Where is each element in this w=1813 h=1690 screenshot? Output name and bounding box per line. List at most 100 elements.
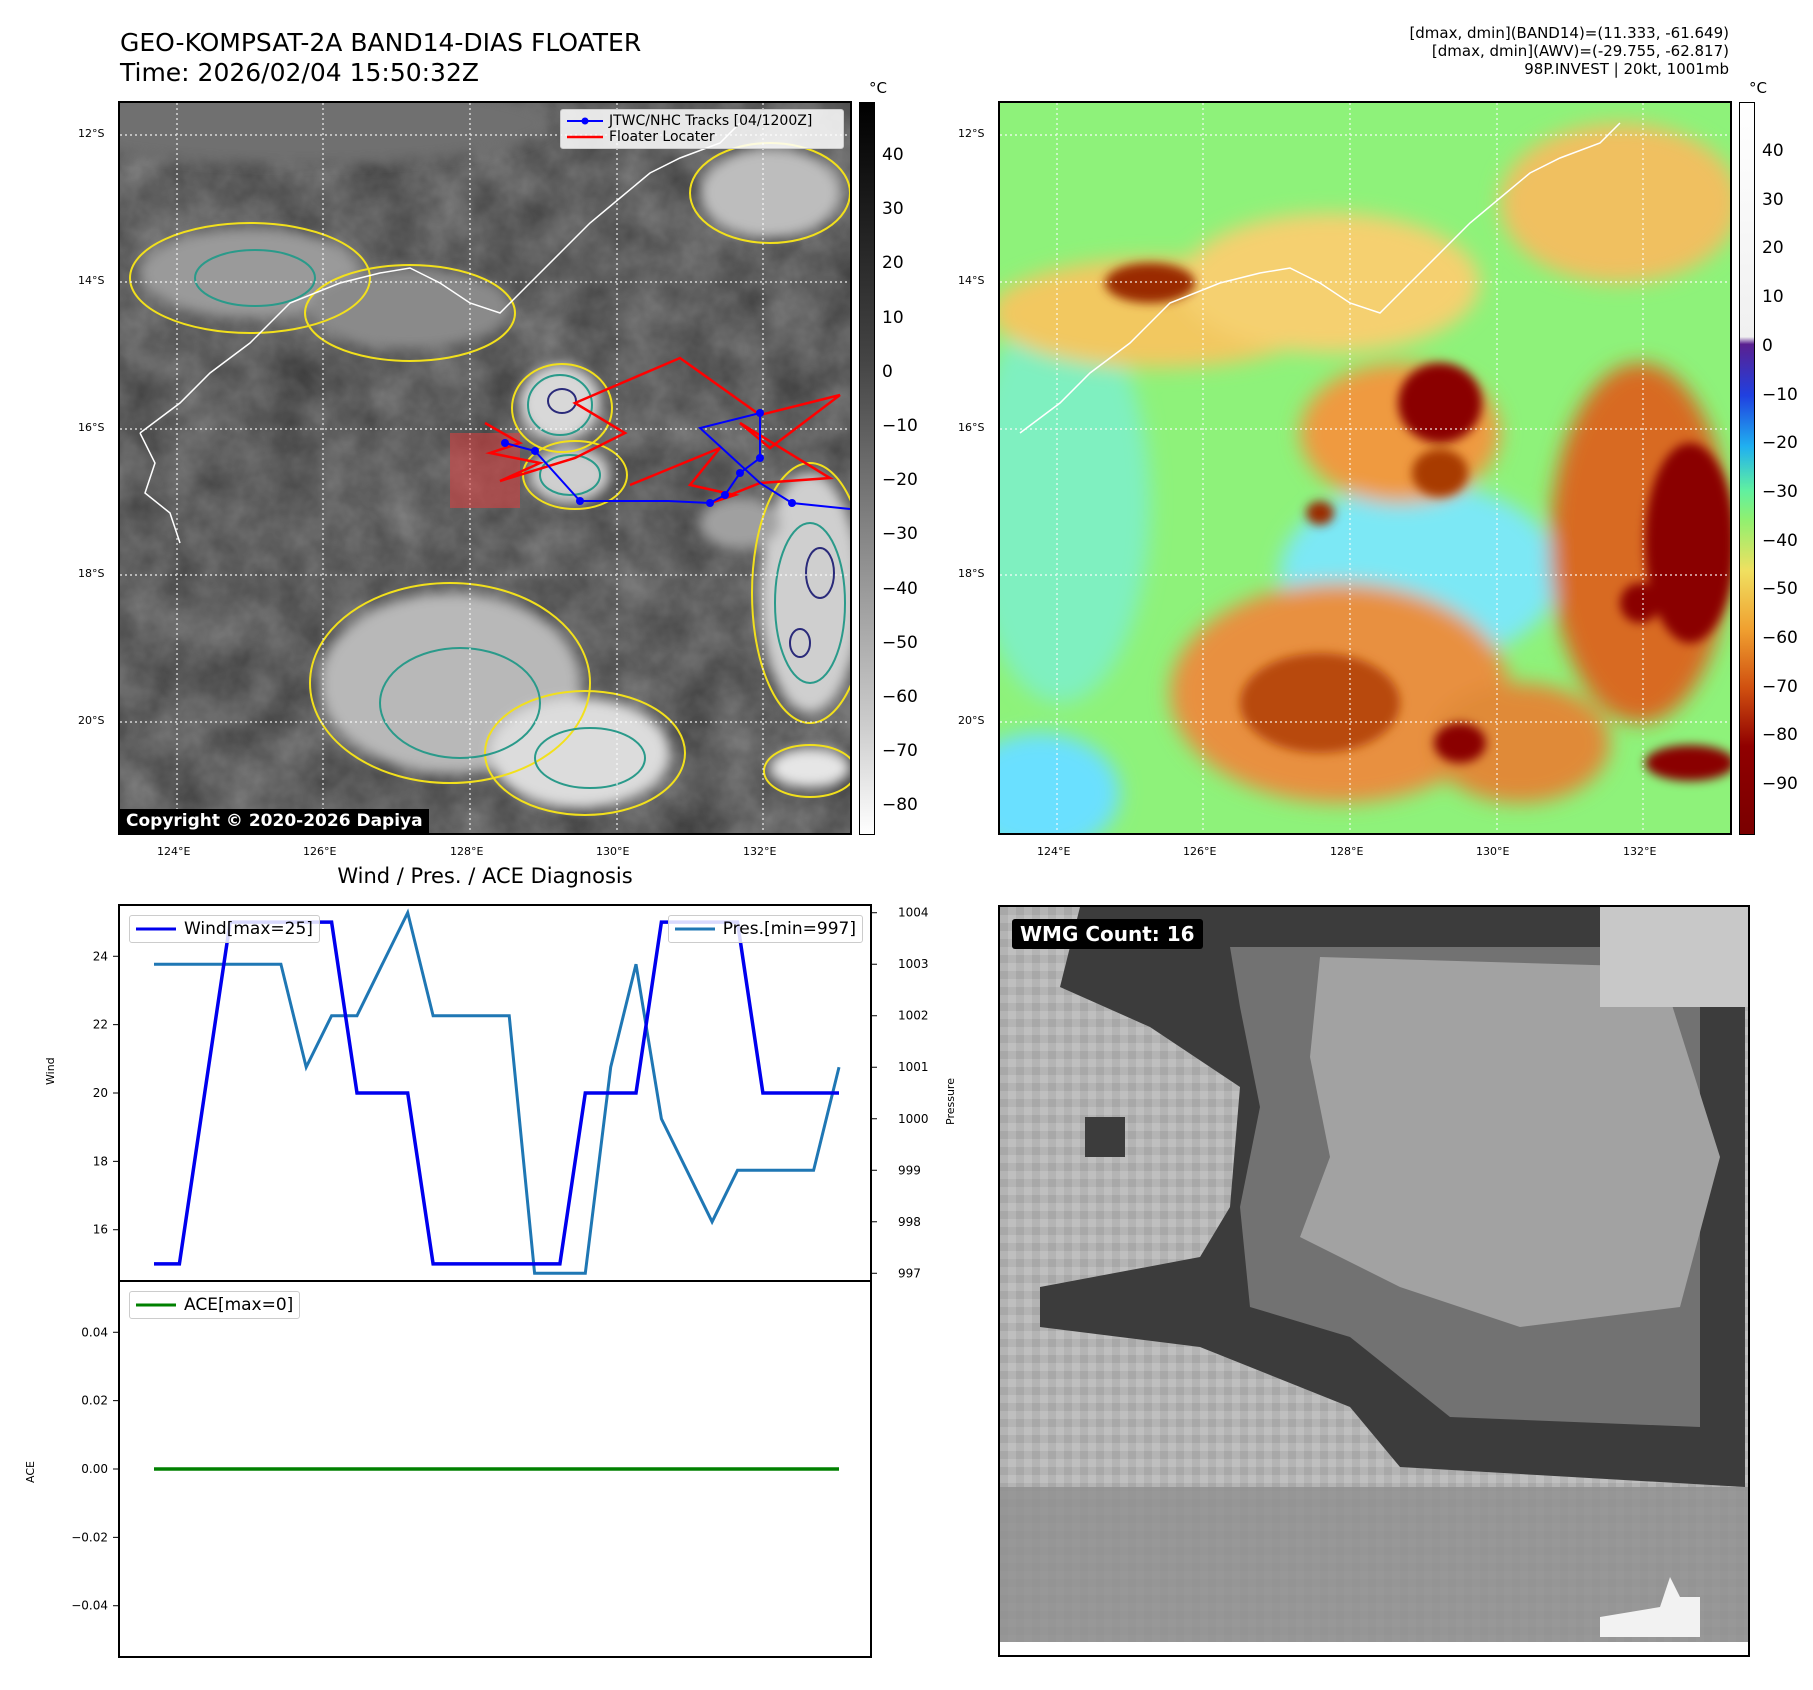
lon-label: 132°E xyxy=(743,845,777,858)
pressure-tick-label: 1004 xyxy=(898,906,929,920)
wmg-white-spot xyxy=(1600,1577,1700,1637)
copyright: Copyright © 2020-2026 Dapiya xyxy=(120,809,429,833)
lat-label: 20°S xyxy=(958,714,985,727)
pressure-tick-label: 999 xyxy=(898,1163,921,1177)
pressure-tick-label: 1002 xyxy=(898,1009,929,1023)
diagnosis-title: Wind / Pres. / ACE Diagnosis xyxy=(337,864,633,888)
chart-time: Time: 2026/02/04 15:50:32Z xyxy=(120,58,479,87)
wind-axis-label: Wind xyxy=(44,1057,57,1085)
colorbar-right-tick: −80 xyxy=(1762,725,1798,746)
colorbar-right-tick: −40 xyxy=(1762,530,1798,551)
colorbar-right-tick: −90 xyxy=(1762,774,1798,795)
meta-block: [dmax, dmin](BAND14)=(11.333, -61.649) [… xyxy=(1029,24,1729,78)
wmg-top-right xyxy=(1600,907,1748,1007)
lon-label: 128°E xyxy=(450,845,484,858)
colorbar-right-unit: °C xyxy=(1749,79,1767,97)
colorbar-right xyxy=(1739,102,1755,835)
ace-tick-label: −0.04 xyxy=(71,1599,108,1613)
pressure-tick-label: 1003 xyxy=(898,957,929,971)
wmg-panel[interactable]: WMG Count: 16 xyxy=(998,905,1750,1657)
colorbar-left-unit: °C xyxy=(869,79,887,97)
awv-cores xyxy=(1105,263,1730,781)
colorbar-left-tick: −70 xyxy=(882,741,918,762)
wind-tick-label: 20 xyxy=(93,1086,108,1100)
ace-legend-label: ACE[max=0] xyxy=(184,1295,294,1315)
wind-series-line xyxy=(154,920,839,1266)
diagnosis-axes xyxy=(118,904,872,1658)
colorbar-left-tick: 20 xyxy=(882,253,904,274)
floater-box xyxy=(450,433,520,508)
meta-band14: [dmax, dmin](BAND14)=(11.333, -61.649) xyxy=(1409,24,1729,42)
ace-tick-label: −0.02 xyxy=(71,1530,108,1544)
lat-label: 16°S xyxy=(78,421,105,434)
contour-navy xyxy=(547,388,835,658)
pres-legend: Pres.[min=997] xyxy=(667,915,863,943)
pressure-tick-label: 997 xyxy=(898,1266,921,1280)
lon-label: 130°E xyxy=(596,845,630,858)
lat-label: 16°S xyxy=(958,421,985,434)
colorbar-left-tick: −20 xyxy=(882,470,918,491)
colorbar-right-tick: 20 xyxy=(1762,238,1784,259)
ace-legend: ACE[max=0] xyxy=(129,1291,301,1319)
colorbar-right-tick: −50 xyxy=(1762,579,1798,600)
ace-tick-label: 0.00 xyxy=(81,1462,108,1476)
coastline-west xyxy=(139,432,181,544)
colorbar-right-tick: 10 xyxy=(1762,287,1784,308)
wind-legend-label: Wind[max=25] xyxy=(184,919,313,939)
ir-map-panel[interactable]: JTWC/NHC Tracks [04/1200Z] Floater Locat… xyxy=(118,101,852,835)
floater-track xyxy=(484,356,841,505)
pressure-tick-label: 998 xyxy=(898,1215,921,1229)
colorbar-left-tick: 30 xyxy=(882,199,904,220)
colorbar-right-tick: −60 xyxy=(1762,628,1798,648)
awv-map-panel[interactable] xyxy=(998,101,1732,835)
jtwc-track-points xyxy=(501,409,796,507)
lat-label: 12°S xyxy=(78,127,105,140)
lon-label: 128°E xyxy=(1330,845,1364,858)
colorbar-right-tick: −70 xyxy=(1762,676,1798,697)
wind-tick-label: 16 xyxy=(93,1223,108,1237)
wmg-svg xyxy=(1000,907,1748,1655)
awv-grid xyxy=(1000,103,1730,833)
wmg-dark-spot xyxy=(1085,1117,1125,1157)
coastline xyxy=(139,122,741,434)
colorbar-left-tick: 0 xyxy=(882,361,893,382)
colorbar-right-tick: −20 xyxy=(1762,433,1798,454)
wind-axes-frame xyxy=(118,904,872,1282)
lat-label: 18°S xyxy=(958,567,985,580)
colorbar-left-tick: −50 xyxy=(882,632,918,653)
colorbar-left-tick: −30 xyxy=(882,524,918,545)
lat-label: 14°S xyxy=(958,274,985,287)
colorbar-right-tick: 30 xyxy=(1762,189,1784,210)
wmg-light-region xyxy=(1300,957,1720,1327)
awv-map-svg xyxy=(1000,103,1730,833)
lon-label: 126°E xyxy=(303,845,337,858)
wind-legend: Wind[max=25] xyxy=(129,915,320,943)
pressure-tick-label: 1001 xyxy=(898,1060,929,1074)
colorbar-left-tick: −80 xyxy=(882,795,918,816)
colorbar-left-tick: −10 xyxy=(882,416,918,436)
pressure-axis-label: Pressure xyxy=(944,1078,957,1125)
wind-tick-label: 24 xyxy=(93,949,108,963)
colorbar-left-tick: 40 xyxy=(882,145,904,165)
wmg-count-badge: WMG Count: 16 xyxy=(1012,919,1203,949)
wmg-bottom-strip xyxy=(1000,1642,1748,1655)
awv-fields xyxy=(1000,123,1730,833)
lon-label: 130°E xyxy=(1476,845,1510,858)
map-legend: JTWC/NHC Tracks [04/1200Z] Floater Locat… xyxy=(560,109,844,149)
legend-floater-label: Floater Locater xyxy=(609,129,715,145)
meta-awv: [dmax, dmin](AWV)=(-29.755, -62.817) xyxy=(1431,42,1729,60)
contour-teal xyxy=(194,249,846,789)
wind-tick-label: 22 xyxy=(93,1018,108,1032)
wind-tick-label: 18 xyxy=(93,1154,108,1168)
diagnosis-plot: 24 22 20 18 16 1004 1003 1002 1001 1000 999 998 997 0… xyxy=(71,906,928,1613)
meta-storm: 98P.INVEST | 20kt, 1001mb xyxy=(1524,60,1729,78)
colorbar-left-tick: 10 xyxy=(882,307,904,328)
ace-tick-label: 0.02 xyxy=(81,1394,108,1408)
colorbar-left-tick: −40 xyxy=(882,578,918,599)
legend-track-swatch xyxy=(567,117,603,125)
lat-label: 14°S xyxy=(78,274,105,287)
pressure-tick-label: 1000 xyxy=(898,1112,929,1126)
awv-coastline xyxy=(1019,122,1621,434)
diagnosis-svg: 24 22 20 18 16 1004 1003 1002 1001 1000 999 998 997 0… xyxy=(71,904,929,1658)
chart-title: GEO-KOMPSAT-2A BAND14-DIAS FLOATER xyxy=(120,28,642,57)
